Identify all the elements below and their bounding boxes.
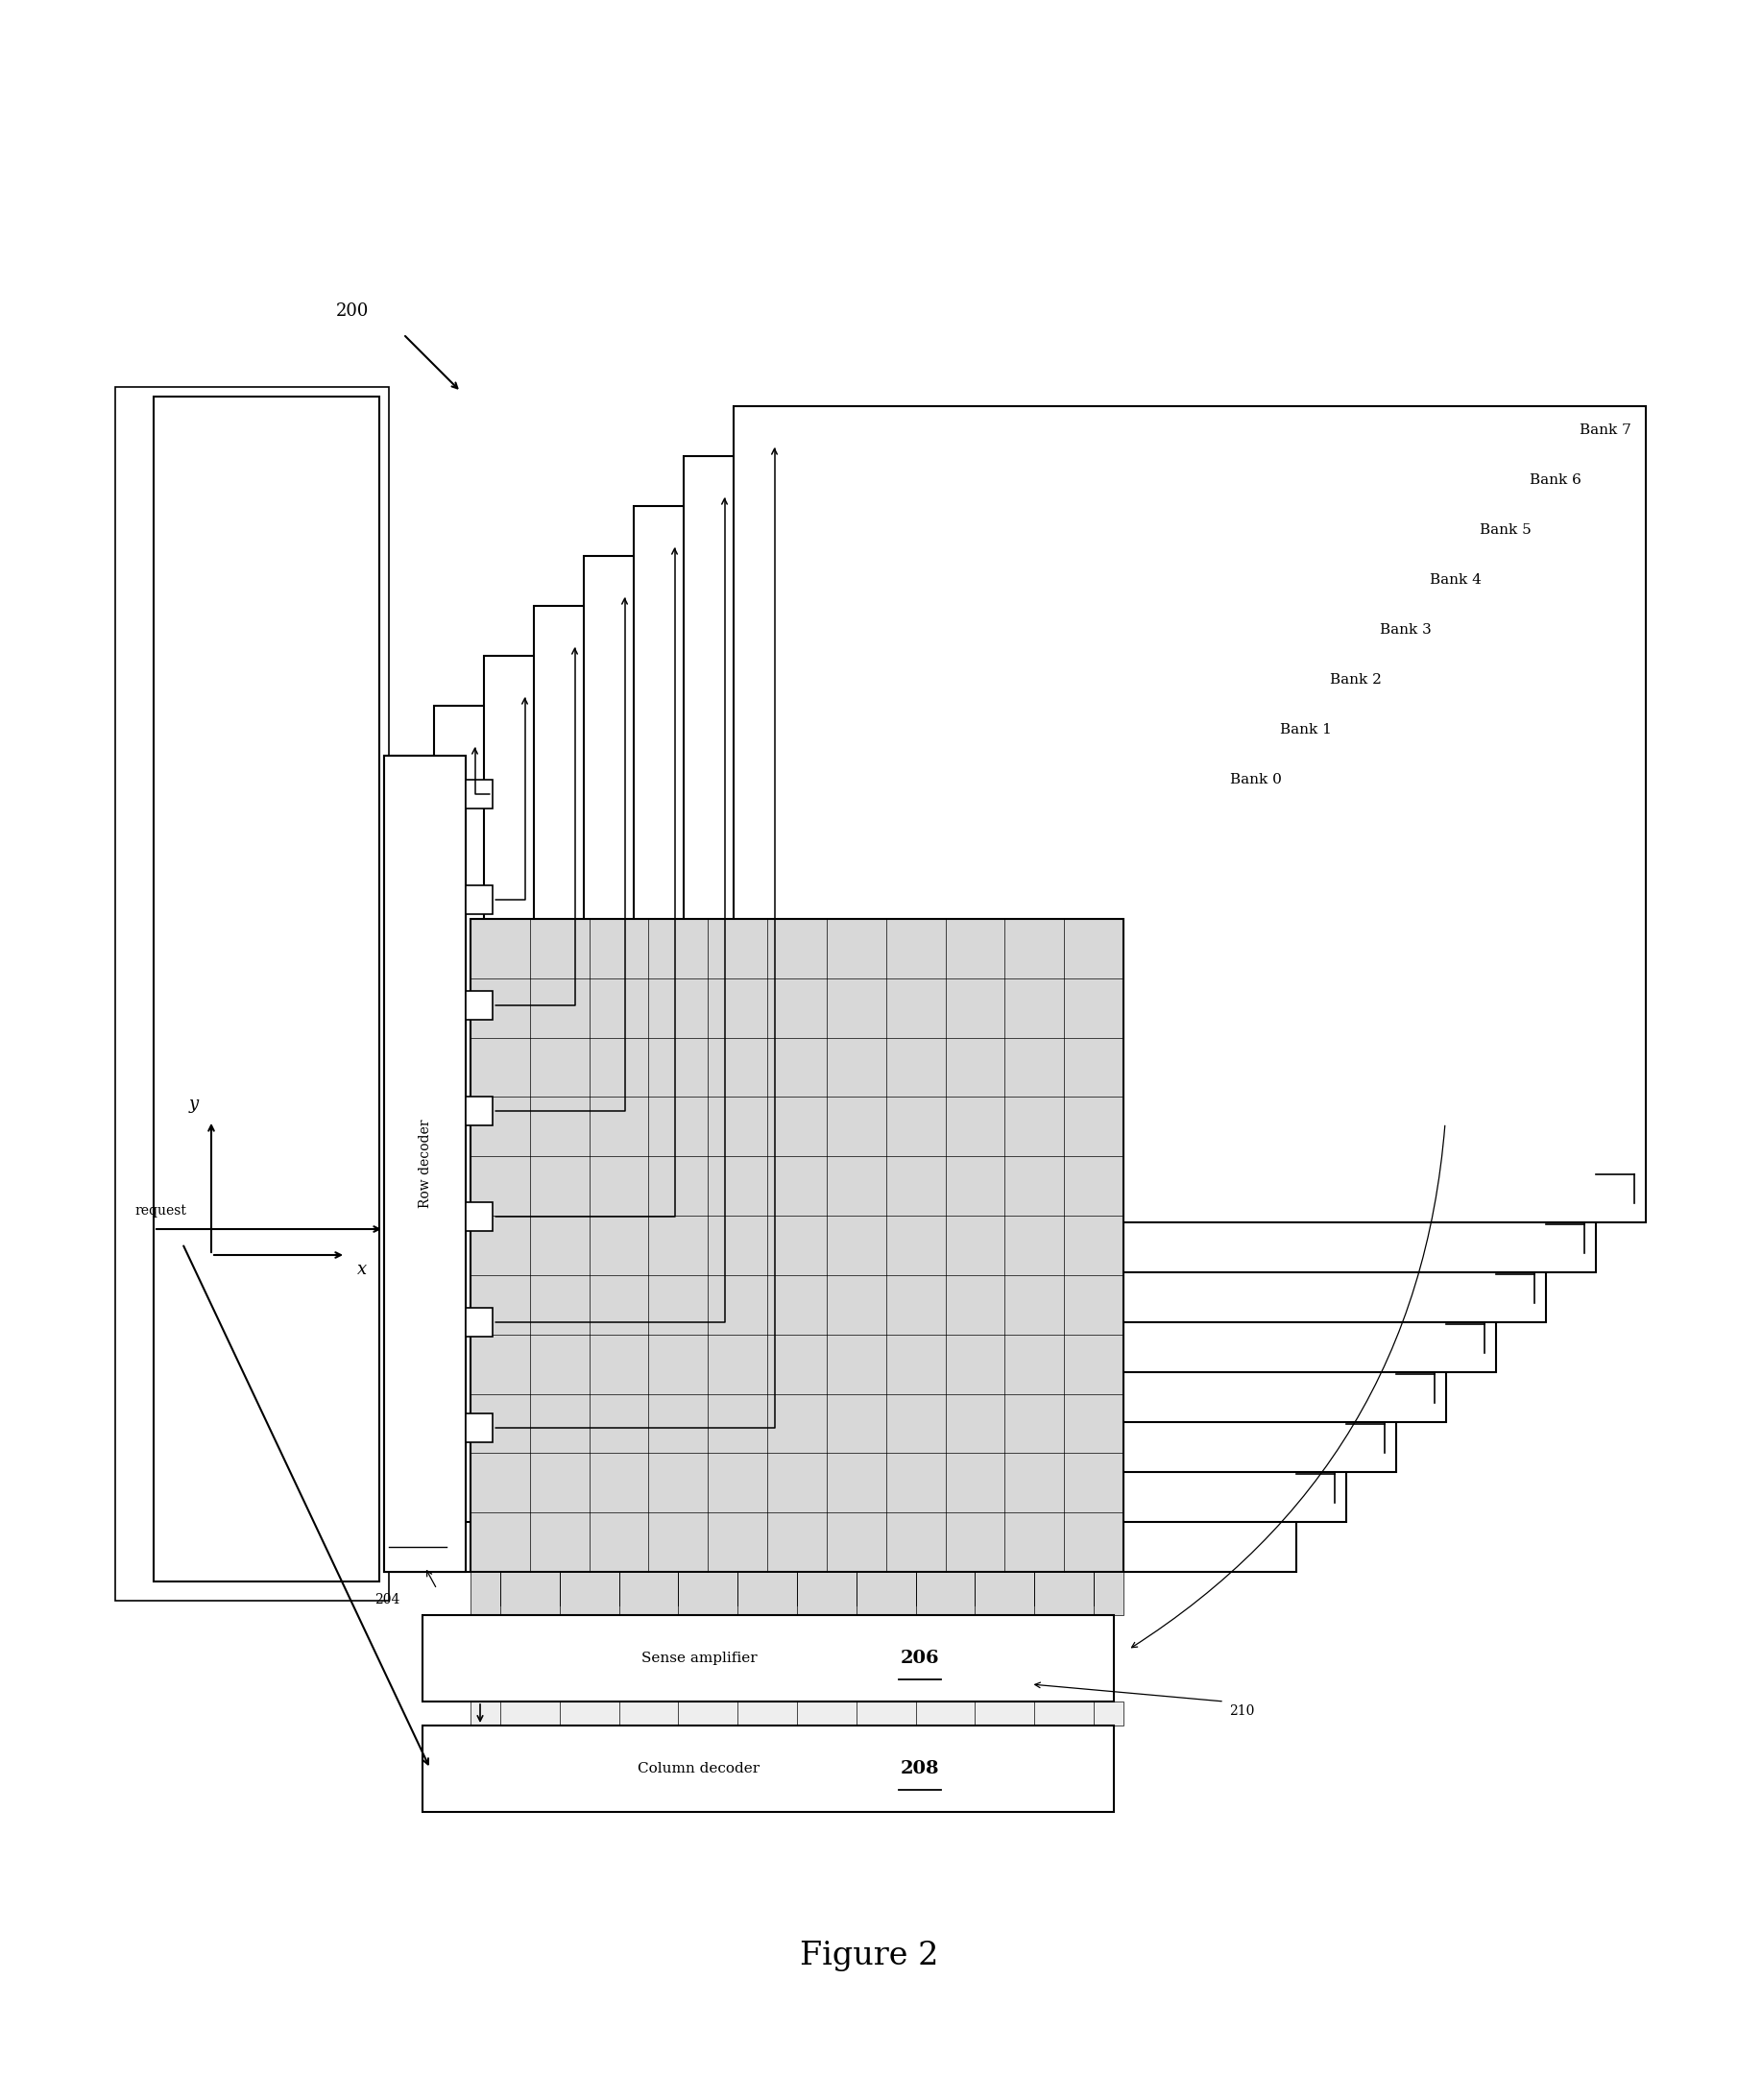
Text: Bank 6: Bank 6 bbox=[1529, 472, 1582, 487]
Bar bbox=[153, 397, 379, 1581]
Text: Row decoder: Row decoder bbox=[419, 1119, 431, 1208]
Bar bbox=[483, 655, 1396, 1472]
Text: y: y bbox=[189, 1096, 198, 1113]
Text: 204: 204 bbox=[374, 1594, 400, 1607]
Text: 210: 210 bbox=[1229, 1705, 1255, 1718]
Text: Bank 0: Bank 0 bbox=[1231, 773, 1283, 785]
Text: Column decoder: Column decoder bbox=[638, 1762, 760, 1775]
Bar bbox=[466, 1308, 492, 1336]
Text: request: request bbox=[134, 1203, 186, 1218]
Bar bbox=[466, 779, 492, 808]
Bar bbox=[384, 756, 1297, 1573]
Bar bbox=[466, 1201, 492, 1231]
Bar bbox=[466, 991, 492, 1021]
Bar bbox=[434, 706, 1347, 1522]
Bar bbox=[115, 386, 389, 1600]
Text: 208: 208 bbox=[900, 1760, 940, 1777]
Text: 202: 202 bbox=[389, 1531, 414, 1546]
Bar bbox=[634, 506, 1547, 1323]
Bar bbox=[471, 1701, 1123, 1726]
Bar bbox=[584, 557, 1496, 1371]
Text: Bank 4: Bank 4 bbox=[1430, 573, 1481, 586]
Bar bbox=[422, 1726, 1114, 1812]
Text: Bank 2: Bank 2 bbox=[1330, 674, 1382, 687]
Bar bbox=[466, 1413, 492, 1443]
Bar bbox=[683, 456, 1595, 1273]
Text: Sense amplifier: Sense amplifier bbox=[641, 1651, 758, 1665]
Text: x: x bbox=[358, 1260, 367, 1279]
Text: 200: 200 bbox=[335, 302, 368, 319]
Text: Figure 2: Figure 2 bbox=[799, 1940, 939, 1972]
Text: Bank 3: Bank 3 bbox=[1380, 624, 1432, 636]
Bar bbox=[422, 1615, 1114, 1701]
Bar bbox=[534, 607, 1446, 1422]
Bar bbox=[471, 1573, 1123, 1615]
Text: 212: 212 bbox=[1449, 1117, 1476, 1130]
Bar bbox=[466, 886, 492, 914]
Text: Bank 5: Bank 5 bbox=[1481, 523, 1531, 538]
Bar bbox=[384, 756, 466, 1573]
Text: Bank 1: Bank 1 bbox=[1281, 722, 1331, 737]
Bar bbox=[471, 920, 1123, 1573]
Text: Bank 7: Bank 7 bbox=[1580, 424, 1632, 437]
Bar bbox=[466, 1096, 492, 1126]
Bar bbox=[733, 405, 1646, 1222]
Text: 206: 206 bbox=[900, 1651, 940, 1667]
